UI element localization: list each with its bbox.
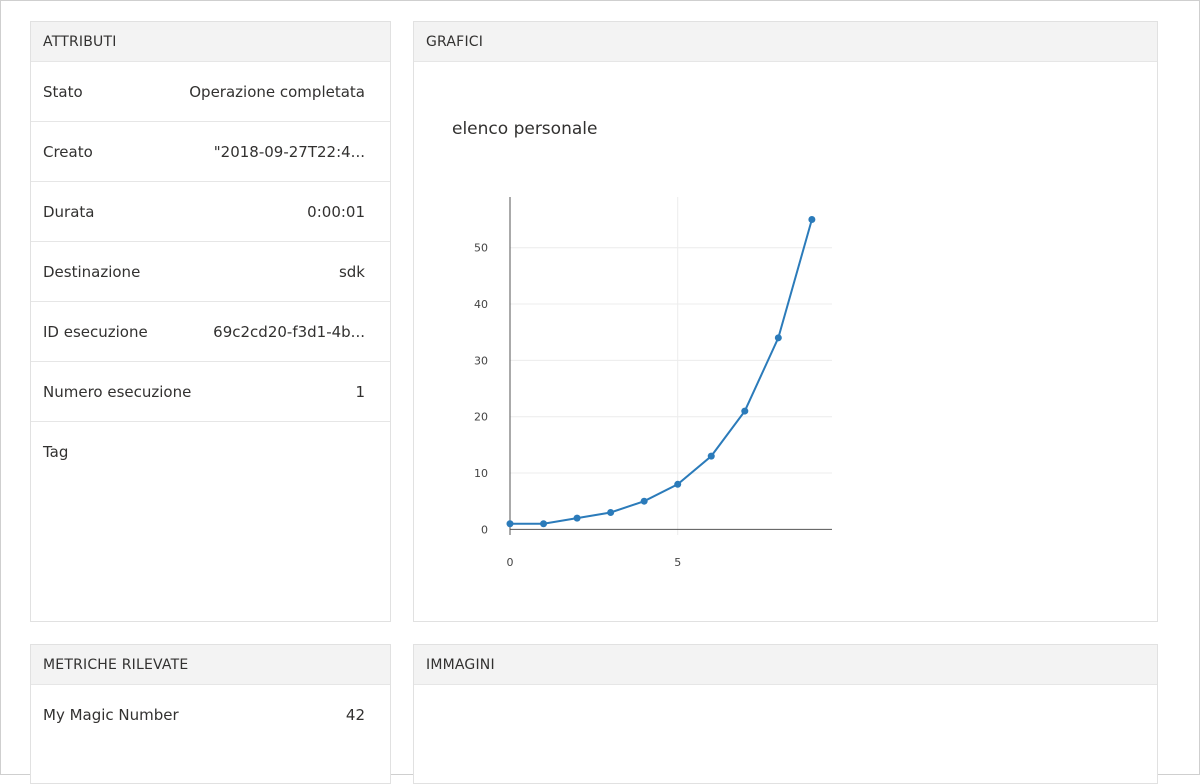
attributes-panel: ATTRIBUTI Stato Operazione completata Cr… xyxy=(30,21,391,622)
metrics-header: METRICHE RILEVATE xyxy=(31,645,390,685)
attribute-label: Durata xyxy=(43,202,95,221)
attribute-label: Numero esecuzione xyxy=(43,382,192,401)
x-tick-label: 5 xyxy=(674,556,681,569)
attribute-label: Destinazione xyxy=(43,262,141,281)
data-point xyxy=(707,452,715,460)
line-chart: elenco personale 0 10 20 30 40 50 0 5 xyxy=(452,119,832,569)
series-line xyxy=(510,219,813,525)
chart-title: elenco personale xyxy=(452,119,597,139)
attribute-row-status: Stato Operazione completata xyxy=(31,62,390,122)
attribute-row-run-id: ID esecuzione 69c2cd20-f3d1-4b... xyxy=(31,302,390,362)
attribute-value: sdk xyxy=(338,262,365,281)
attribute-value: Operazione completata xyxy=(189,82,365,101)
chart-grid xyxy=(510,197,832,535)
attribute-label: Creato xyxy=(43,142,93,161)
data-point xyxy=(506,520,514,528)
attribute-value: "2018-09-27T22:4... xyxy=(213,142,365,161)
attribute-value: 1 xyxy=(355,382,365,401)
data-point xyxy=(674,480,682,488)
data-point xyxy=(540,520,548,528)
attributes-list: Stato Operazione completata Creato "2018… xyxy=(31,62,390,482)
attribute-label: Tag xyxy=(43,443,69,461)
y-tick-label: 20 xyxy=(474,411,488,424)
charts-header: GRAFICI xyxy=(414,22,1157,62)
y-tick-label: 40 xyxy=(474,298,488,311)
data-point xyxy=(573,514,581,522)
charts-panel: GRAFICI elenco personale 0 10 20 30 40 50 0 5 xyxy=(413,21,1158,622)
chart-series xyxy=(506,216,816,528)
y-tick-label: 50 xyxy=(474,242,488,255)
data-point xyxy=(607,508,615,516)
metrics-panel: METRICHE RILEVATE My Magic Number 42 xyxy=(30,644,391,784)
attribute-row-created: Creato "2018-09-27T22:4... xyxy=(31,122,390,182)
data-point xyxy=(774,334,782,342)
y-tick-label: 0 xyxy=(481,523,488,536)
images-header: IMMAGINI xyxy=(414,645,1157,685)
y-tick-label: 10 xyxy=(474,467,488,480)
attribute-value: 69c2cd20-f3d1-4b... xyxy=(213,322,365,341)
attribute-label: Stato xyxy=(43,82,83,101)
data-point xyxy=(808,216,816,224)
attribute-row-duration: Durata 0:00:01 xyxy=(31,182,390,242)
attribute-row-target: Destinazione sdk xyxy=(31,242,390,302)
attribute-value: 0:00:01 xyxy=(307,202,365,221)
metric-row: My Magic Number 42 xyxy=(31,685,390,745)
data-point xyxy=(640,497,648,505)
metric-label: My Magic Number xyxy=(43,706,179,724)
attribute-row-tags: Tag xyxy=(31,422,390,482)
x-tick-label: 0 xyxy=(507,556,514,569)
chart-axes xyxy=(509,197,832,535)
images-panel: IMMAGINI xyxy=(413,644,1158,784)
chart-tick-labels: 0 10 20 30 40 50 0 5 xyxy=(474,242,681,569)
y-tick-label: 30 xyxy=(474,354,488,367)
attributes-header: ATTRIBUTI xyxy=(31,22,390,62)
attribute-label: ID esecuzione xyxy=(43,322,148,341)
metric-value: 42 xyxy=(345,706,365,724)
attribute-row-run-number: Numero esecuzione 1 xyxy=(31,362,390,422)
data-point xyxy=(741,407,749,415)
